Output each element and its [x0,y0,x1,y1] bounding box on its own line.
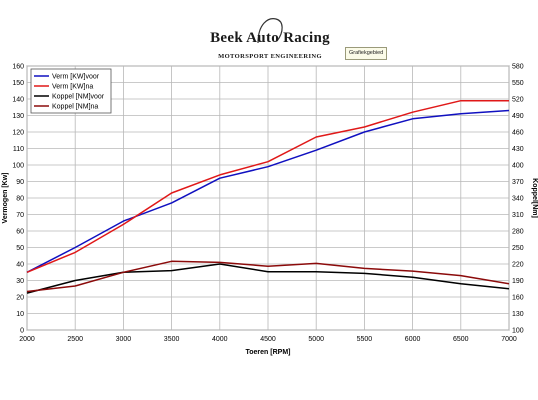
legend: Verm [KW]voor Verm [KW]na Koppel [NM]voor K… [30,68,112,114]
x-tick-label: 5500 [357,336,373,343]
series-line-4 [26,260,510,293]
logo-subtitle: MOTORSPORT ENGINEERING [218,53,322,60]
grid-lines [26,65,510,331]
y-tick-label: 110 [13,146,24,153]
y-tick-label: 140 [12,97,24,104]
x-tick-label: 2500 [67,336,83,343]
y-tick-label: 50 [16,245,24,252]
series-line-2 [26,99,509,273]
y-tick-label: 150 [12,80,24,87]
y2-tick-label: 280 [512,229,524,236]
y-tick-label: 30 [16,278,24,285]
y2-axis-label: Koppel[Nm] [531,178,538,218]
y-tick-label: 90 [16,179,24,186]
x-axis-label: Toeren [RPM] [246,349,291,356]
y2-tick-label: 370 [512,179,524,186]
y2-tick-label: 310 [512,212,524,219]
y-axis-label: Vermogen [Kw] [2,173,9,224]
y-tick-label: 40 [16,262,24,269]
y2-tick-label: 160 [512,295,524,302]
x-tick-label: 2000 [19,336,35,343]
y2-tick-label: 520 [512,97,524,104]
y-tick-label: 130 [12,113,24,120]
y-tick-label: 120 [12,130,24,137]
legend-entry: Verm [KW]na [52,84,93,91]
y2-tick-label: 550 [512,80,524,87]
y2-tick-label: 190 [512,278,524,285]
y-tick-label: 0 [20,328,24,335]
y-tick-label: 60 [16,229,24,236]
y2-tick-label: 580 [512,64,524,71]
y-tick-label: 10 [16,311,24,318]
tick-labels: 0 100 10 130 20 160 30 190 40 220 50 250 60 280 70 310 8… [12,64,523,344]
y-tick-label: 160 [12,64,24,71]
x-tick-label: 4000 [212,336,228,343]
logo-swoosh-icon [257,18,283,44]
logo-title: Beek Auto Racing [210,30,330,46]
x-tick-label: 6500 [453,336,469,343]
y2-tick-label: 100 [512,328,524,335]
legend-entry: Koppel [NM]na [52,104,98,111]
x-tick-label: 6000 [405,336,421,343]
x-tick-label: 3000 [116,336,132,343]
y2-tick-label: 220 [512,262,524,269]
x-tick-label: 3500 [164,336,180,343]
header: Beek Auto Racing MOTORSPORT ENGINEERING … [0,0,538,64]
series-lines [26,99,510,294]
y-tick-label: 20 [16,295,24,302]
legend-entry: Verm [KW]voor [52,74,100,81]
x-tick-label: 5000 [308,336,324,343]
series-line-3 [26,263,510,294]
chart-area-tooltip: Grafiekgebied [345,47,388,60]
y2-tick-label: 430 [512,146,524,153]
y-tick-label: 80 [16,196,24,203]
series-line-1 [26,109,510,273]
y2-tick-label: 130 [512,311,524,318]
x-tick-label: 7000 [501,336,517,343]
y2-tick-label: 400 [512,163,524,170]
x-tick-label: 4500 [260,336,276,343]
y2-tick-label: 460 [512,130,524,137]
y-tick-label: 100 [12,163,24,170]
y2-tick-label: 250 [512,245,524,252]
legend-entry: Koppel [NM]voor [52,94,105,101]
y2-tick-label: 490 [512,113,524,120]
y2-tick-label: 340 [512,196,524,203]
y-tick-label: 70 [16,212,24,219]
